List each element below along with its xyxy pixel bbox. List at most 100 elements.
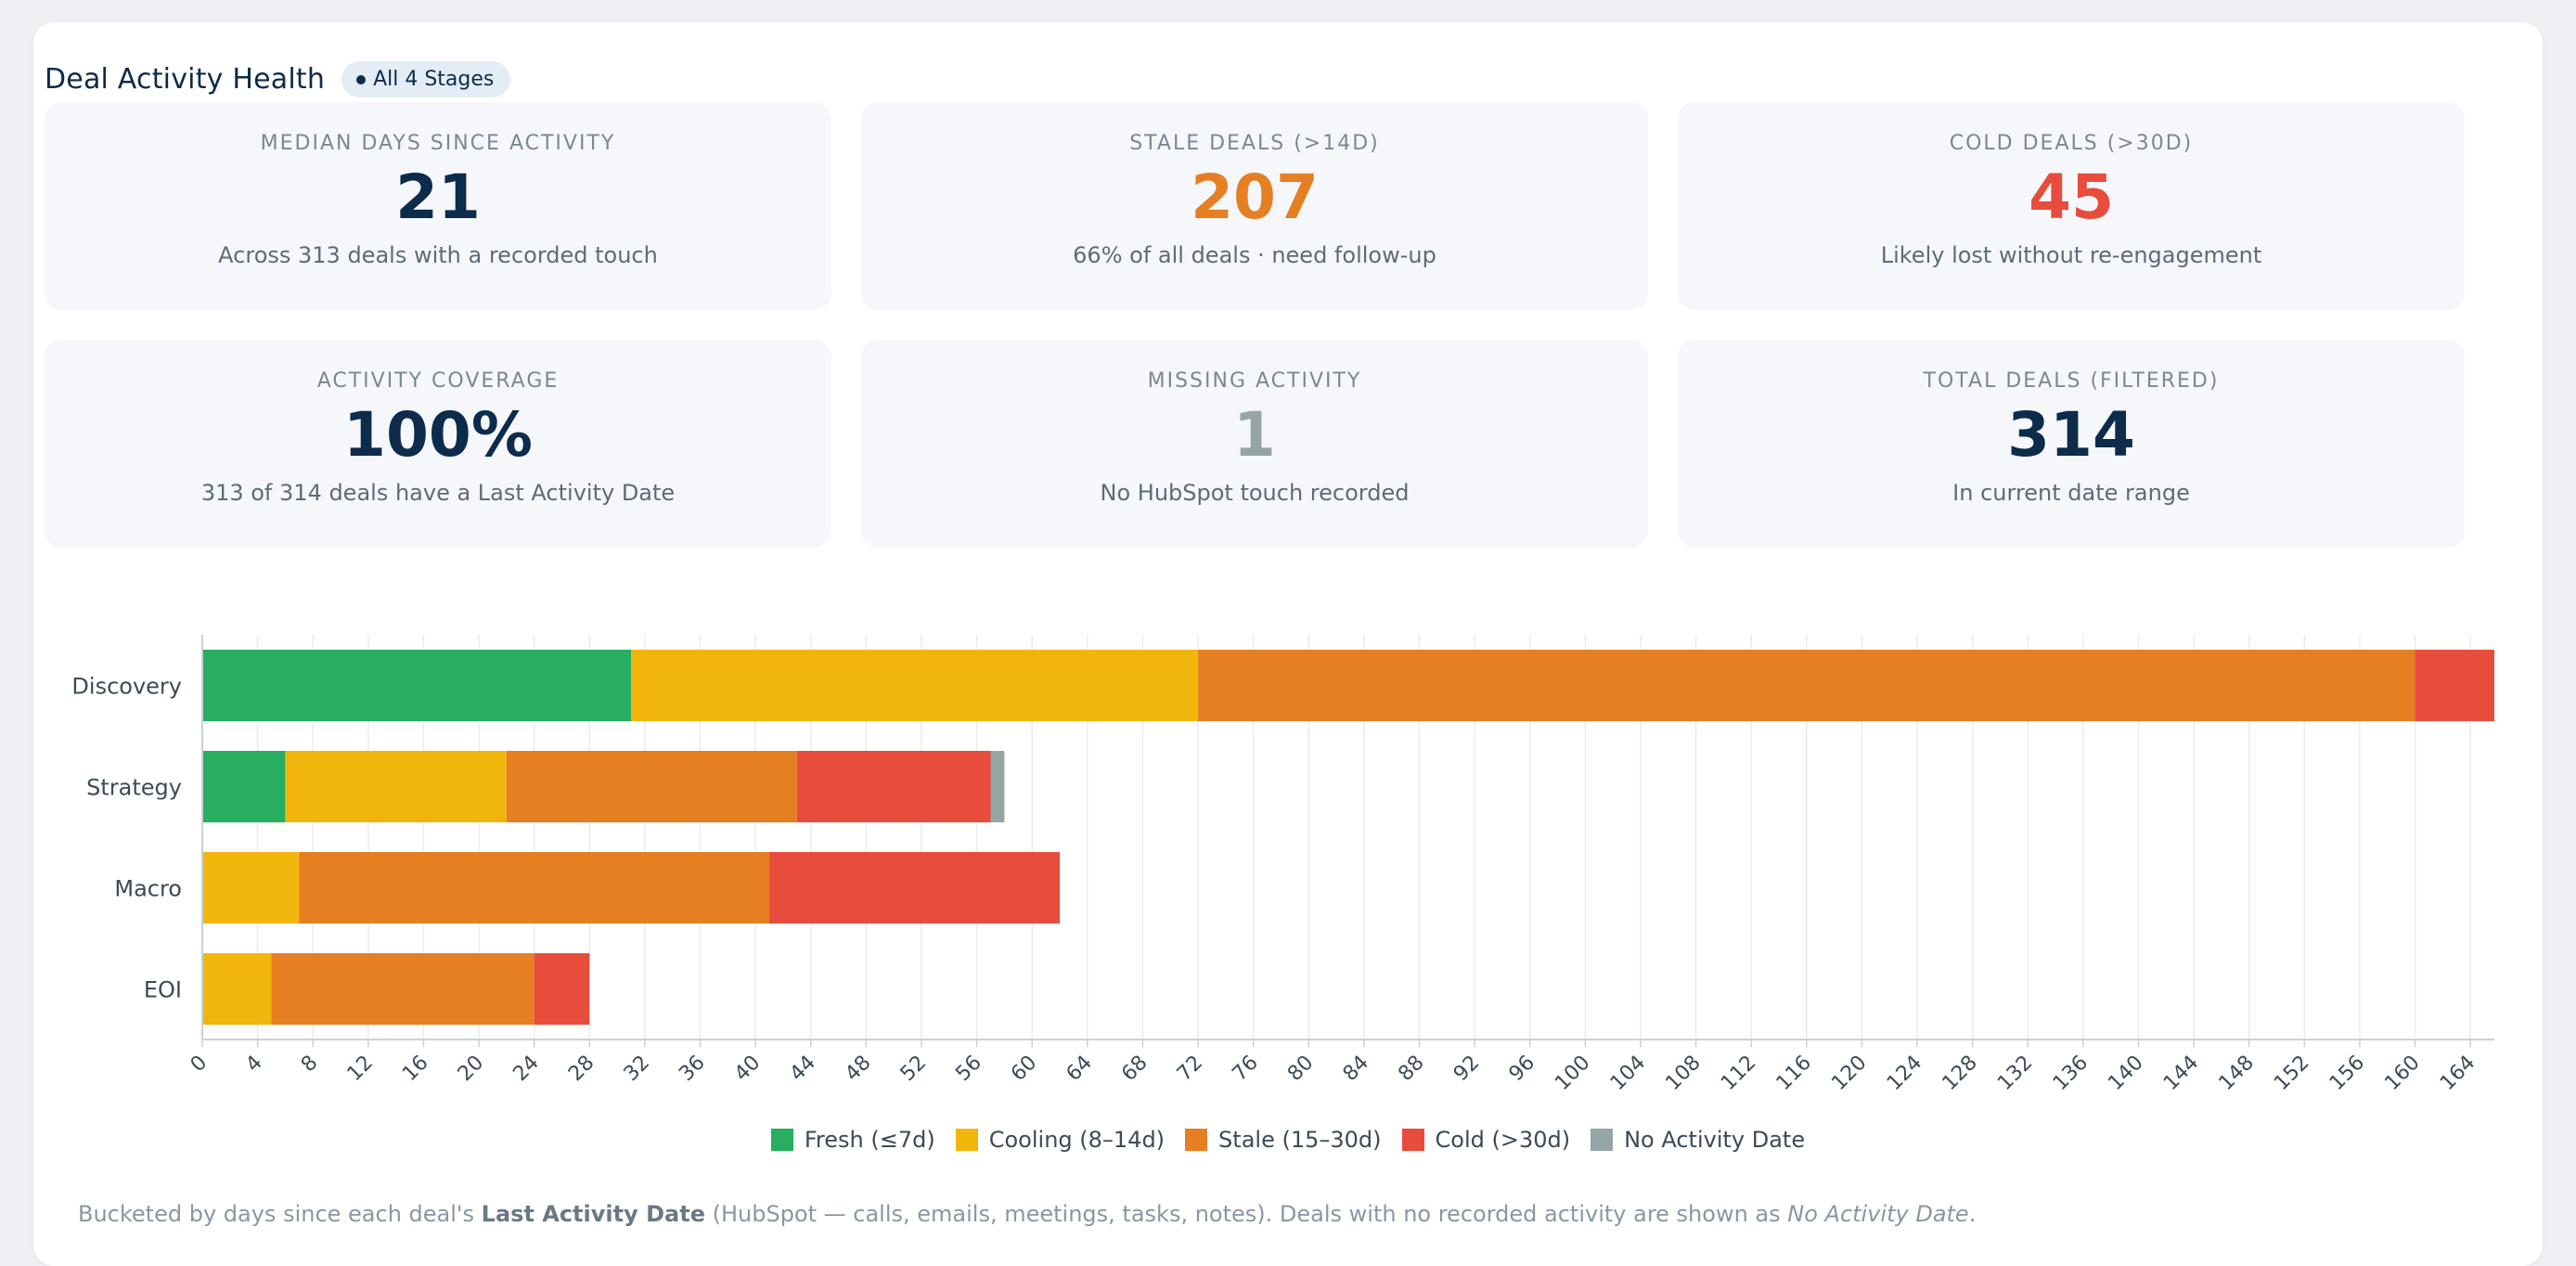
x-tick-label: 128 — [1938, 1052, 1982, 1095]
legend-label: Fresh (≤7d) — [804, 1127, 935, 1153]
x-tick-label: 92 — [1449, 1052, 1484, 1086]
legend-label: No Activity Date — [1624, 1127, 1806, 1153]
y-tick-label: Strategy — [86, 775, 182, 801]
x-tick-label: 96 — [1505, 1052, 1539, 1086]
kpi-subtext: Across 313 deals with a recorded touch — [218, 242, 658, 268]
legend-swatch — [770, 1129, 793, 1151]
kpi-card-cold-deals: Cold Deals (>30d) 45 Likely lost without… — [1678, 102, 2465, 310]
x-tick-label: 144 — [2159, 1052, 2203, 1095]
x-tick-label: 64 — [1063, 1052, 1097, 1086]
kpi-card-stale-deals: Stale Deals (>14d) 207 66% of all deals … — [861, 102, 1648, 310]
chart-title: Deal Activity Health — [45, 63, 326, 96]
x-tick-label: 132 — [1993, 1052, 2037, 1095]
bar-segment — [285, 751, 507, 822]
kpi-value: 21 — [395, 161, 481, 233]
legend-label: Stale (15–30d) — [1218, 1127, 1382, 1153]
x-tick-label: 28 — [564, 1052, 599, 1086]
x-tick-label: 164 — [2436, 1052, 2479, 1095]
x-tick-label: 44 — [786, 1052, 820, 1086]
x-tick-label: 80 — [1283, 1052, 1318, 1086]
x-tick-label: 160 — [2380, 1052, 2424, 1095]
legend-item[interactable]: Cold (>30d) — [1401, 1127, 1570, 1153]
bar-segment — [202, 852, 300, 924]
kpi-subtext: 66% of all deals · need follow-up — [1073, 242, 1436, 268]
kpi-card-activity-coverage: Activity Coverage 100% 313 of 314 deals … — [45, 340, 831, 548]
legend-label: Cooling (8–14d) — [988, 1127, 1166, 1153]
legend-item[interactable]: Cooling (8–14d) — [955, 1127, 1166, 1153]
bar-segment — [506, 751, 797, 822]
x-tick-label: 88 — [1394, 1052, 1428, 1086]
dot-icon — [356, 74, 367, 84]
x-tick-label: 112 — [1717, 1052, 1760, 1095]
bar-segment — [202, 953, 272, 1025]
legend-swatch — [1591, 1129, 1614, 1151]
x-tick-label: 48 — [841, 1052, 875, 1086]
x-tick-label: 72 — [1173, 1052, 1207, 1086]
footnote-text: (HubSpot — calls, emails, meetings, task… — [704, 1201, 1788, 1227]
bar-segment — [299, 852, 770, 924]
x-tick-label: 24 — [509, 1052, 543, 1086]
bar-segment — [1198, 650, 2415, 721]
kpi-subtext: In current date range — [1952, 480, 2190, 506]
kpi-label: Total Deals (Filtered) — [1923, 369, 2220, 393]
y-tick-label: Macro — [114, 876, 182, 902]
legend-swatch — [1185, 1129, 1208, 1151]
header: Deal Activity Health All 4 Stages — [45, 61, 511, 97]
kpi-value: 1 — [1233, 399, 1276, 471]
kpi-value: 100% — [343, 399, 533, 471]
footnote-text: . — [1968, 1201, 1977, 1227]
x-tick-label: 32 — [620, 1052, 654, 1086]
kpi-card-total-deals: Total Deals (Filtered) 314 In current da… — [1678, 340, 2465, 548]
x-tick-label: 140 — [2104, 1052, 2147, 1095]
x-tick-label: 108 — [1661, 1052, 1705, 1095]
stage-filter-label: All 4 Stages — [373, 68, 495, 91]
x-tick-label: 156 — [2325, 1052, 2369, 1095]
x-tick-label: 60 — [1007, 1052, 1041, 1086]
x-tick-label: 56 — [951, 1052, 985, 1086]
x-tick-label: 116 — [1772, 1052, 1816, 1095]
kpi-label: Cold Deals (>30d) — [1949, 132, 2194, 155]
bar-segment — [631, 650, 1199, 721]
x-tick-label: 12 — [343, 1052, 378, 1086]
bar-segment — [202, 751, 286, 822]
bar-segment — [796, 751, 991, 822]
chart-footnote: Bucketed by days since each deal's Last … — [78, 1201, 1976, 1227]
y-tick-label: Discovery — [71, 674, 182, 700]
y-tick-label: EOI — [144, 977, 182, 1003]
chart-legend: Fresh (≤7d) Cooling (8–14d) Stale (15–30d)… — [0, 1127, 2576, 1153]
x-tick-label: 100 — [1551, 1052, 1594, 1095]
x-tick-label: 40 — [730, 1052, 765, 1086]
kpi-value: 314 — [2007, 399, 2135, 471]
footnote-text: Bucketed by days since each deal's — [78, 1201, 482, 1227]
x-tick-label: 36 — [675, 1052, 709, 1086]
kpi-subtext: 313 of 314 deals have a Last Activity Da… — [200, 480, 676, 506]
x-tick-label: 76 — [1228, 1052, 1262, 1086]
kpi-label: Median Days Since Activity — [260, 132, 616, 155]
kpi-grid: Median Days Since Activity 21 Across 313… — [45, 102, 2465, 548]
footnote-emphasis: Last Activity Date — [481, 1201, 705, 1227]
footnote-italic: No Activity Date — [1787, 1201, 1969, 1227]
legend-item[interactable]: Fresh (≤7d) — [770, 1127, 935, 1153]
bar-segment — [271, 953, 535, 1025]
x-tick-label: 0 — [187, 1052, 213, 1078]
bar-segment — [769, 852, 1061, 924]
kpi-label: Activity Coverage — [316, 369, 560, 393]
x-tick-label: 152 — [2270, 1052, 2313, 1095]
x-tick-label: 16 — [398, 1052, 432, 1086]
x-tick-label: 8 — [297, 1052, 323, 1078]
x-tick-label: 120 — [1827, 1052, 1871, 1095]
x-tick-label: 68 — [1117, 1052, 1152, 1086]
x-tick-label: 136 — [2049, 1052, 2093, 1095]
kpi-value: 45 — [2029, 161, 2114, 233]
x-tick-label: 148 — [2215, 1052, 2259, 1095]
bar-segment — [534, 953, 590, 1025]
legend-item[interactable]: No Activity Date — [1591, 1127, 1805, 1153]
kpi-card-missing-activity: Missing Activity 1 No HubSpot touch reco… — [861, 340, 1648, 548]
bar-segment — [990, 751, 1005, 822]
kpi-label: Missing Activity — [1147, 369, 1362, 393]
stage-filter-badge[interactable]: All 4 Stages — [341, 61, 511, 97]
legend-item[interactable]: Stale (15–30d) — [1185, 1127, 1382, 1153]
kpi-subtext: Likely lost without re-engagement — [1880, 242, 2262, 268]
kpi-subtext: No HubSpot touch recorded — [1100, 480, 1410, 506]
